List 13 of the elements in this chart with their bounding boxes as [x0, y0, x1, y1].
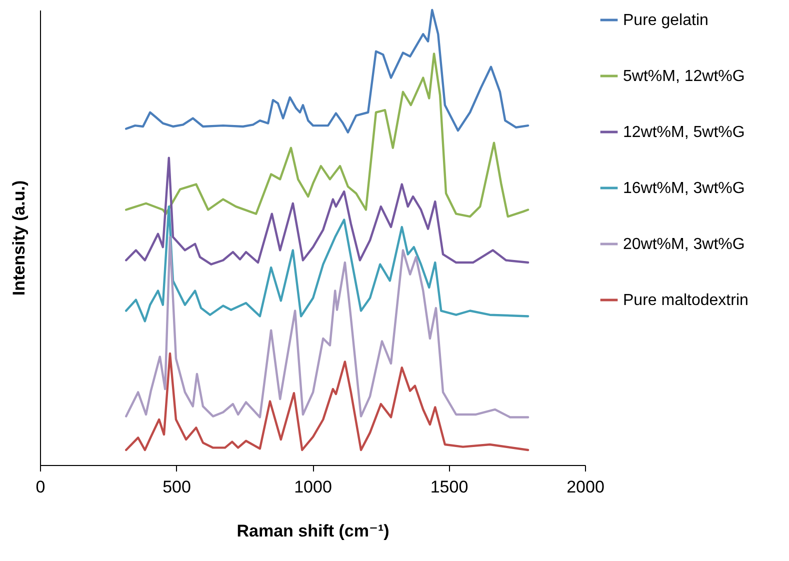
- legend-label: Pure gelatin: [623, 12, 708, 29]
- x-tick-label: 500: [162, 478, 191, 496]
- legend-label: Pure maltodextrin: [623, 292, 748, 309]
- y-axis-title: Intensity (a.u.): [10, 180, 28, 296]
- legend-label: 5wt%M, 12wt%G: [623, 68, 745, 85]
- x-tick-label: 2000: [566, 478, 604, 496]
- x-axis-title: Raman shift (cm⁻¹): [236, 522, 390, 540]
- legend-label: 12wt%M, 5wt%G: [623, 124, 745, 141]
- legend-label: 16wt%M, 3wt%G: [623, 180, 745, 197]
- x-tick-label: 1500: [430, 478, 468, 496]
- x-tick-label: 0: [36, 478, 46, 496]
- x-tick-label: 1000: [294, 478, 332, 496]
- legend-label: 20wt%M, 3wt%G: [623, 236, 745, 253]
